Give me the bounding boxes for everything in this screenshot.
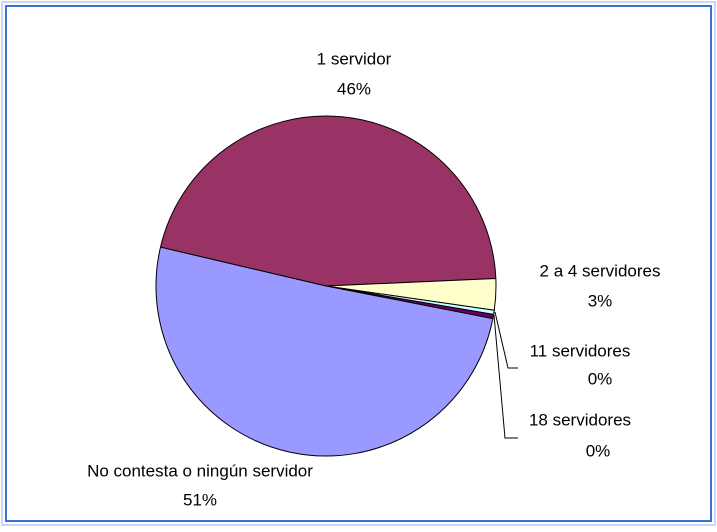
pie [155,115,497,457]
slice-value-label: 46% [337,79,371,98]
slice-label: 11 servidores [530,341,631,360]
slice-label: 1 servidor [317,49,392,68]
pie-slice [155,246,494,457]
slice-label: 2 a 4 servidores [540,261,661,280]
leader-line [493,314,518,439]
slice-value-label: 3% [588,291,613,310]
slice-label: 18 servidores [529,410,631,429]
slice-label: No contesta o ningún servidor [87,461,313,480]
slice-value-label: 0% [586,441,611,460]
slice-value-label: 0% [588,369,613,388]
pie-slice [159,115,497,287]
labels: 1 servidor 46% 2 a 4 servidores 3% 11 servid… [87,49,660,509]
slice-value-label: 51% [183,490,217,509]
leader-line [494,311,518,369]
